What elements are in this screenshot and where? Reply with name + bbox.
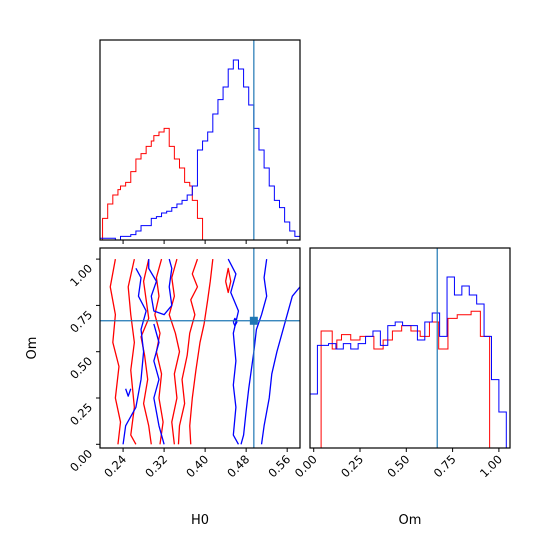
truth-marker [249, 316, 258, 325]
contour-ylabel: Om [25, 337, 40, 360]
h0-histogram-panel [99, 39, 301, 244]
contour-blue-13 [232, 317, 238, 327]
contour-xlabel: H0 [191, 513, 209, 528]
contour-frame [99, 247, 301, 449]
h0-histogram-red-series [102, 127, 206, 240]
contour-blue-10 [227, 258, 240, 445]
h0-om-contour-panel: 0.24 0.32 0.40 0.48 0.560.000.250.500.751.00… [25, 247, 301, 528]
contour-red-3 [154, 258, 164, 445]
contour-blue-12 [260, 286, 300, 445]
h0-histogram-blue-series [100, 59, 300, 240]
contour-red-1 [127, 258, 137, 445]
om-histogram-frame [309, 247, 511, 449]
om-histogram-plot-area [310, 248, 507, 448]
contour-blue-9 [153, 323, 165, 445]
contour-red-4 [168, 258, 181, 445]
contour-blue-8 [122, 268, 147, 445]
contour-red-0 [109, 258, 122, 445]
om-histogram-blue-series [310, 276, 507, 448]
contour-red-5 [177, 258, 199, 445]
contour-red-15 [225, 267, 232, 294]
h0-histogram-plot-area [100, 40, 300, 240]
contour-plot-area [100, 248, 300, 448]
om-histogram-red-series [313, 310, 499, 448]
contour-red-6 [189, 259, 214, 445]
contour-blue-7 [148, 258, 173, 316]
om-xlabel: Om [399, 513, 422, 528]
h0-histogram-frame [99, 39, 301, 241]
contour-blue-14 [125, 388, 132, 397]
